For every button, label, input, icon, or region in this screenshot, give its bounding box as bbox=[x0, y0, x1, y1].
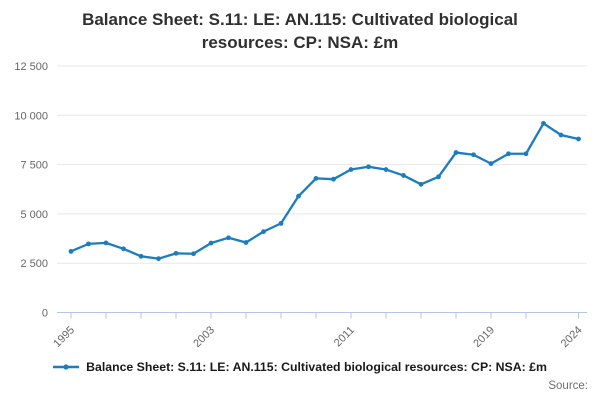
x-tick-label: 2011 bbox=[332, 324, 357, 349]
y-tick-label: 12 500 bbox=[14, 61, 48, 73]
data-point-marker[interactable] bbox=[453, 150, 459, 155]
data-point-marker[interactable] bbox=[506, 151, 511, 157]
data-point-marker[interactable] bbox=[488, 161, 494, 167]
data-point-marker[interactable] bbox=[121, 246, 126, 252]
data-point-marker[interactable] bbox=[86, 241, 91, 247]
x-tick-label: 2003 bbox=[191, 324, 217, 350]
data-point-marker[interactable] bbox=[138, 253, 144, 259]
data-point-marker[interactable] bbox=[558, 132, 564, 138]
data-point-marker[interactable] bbox=[436, 174, 441, 180]
data-point-marker[interactable] bbox=[156, 256, 161, 262]
data-point-marker[interactable] bbox=[313, 176, 319, 181]
data-point-marker[interactable] bbox=[576, 136, 581, 142]
y-tick-label: 10 000 bbox=[14, 110, 48, 122]
data-point-marker[interactable] bbox=[523, 151, 529, 157]
data-point-marker[interactable] bbox=[401, 173, 406, 178]
source-label: Source: bbox=[548, 380, 588, 392]
x-tick-label: 2019 bbox=[471, 324, 497, 350]
data-point-marker[interactable] bbox=[331, 176, 336, 182]
y-tick-label: 5 000 bbox=[20, 209, 48, 221]
data-point-marker[interactable] bbox=[296, 193, 301, 199]
chart-title: Balance Sheet: S.11: LE: AN.115: Cultiva… bbox=[82, 10, 518, 53]
y-tick-label: 2 500 bbox=[20, 258, 48, 270]
x-tick-label: 2024 bbox=[559, 324, 585, 350]
data-point-marker[interactable] bbox=[418, 181, 424, 187]
series-line bbox=[69, 122, 580, 260]
y-tick-label: 7 500 bbox=[20, 160, 48, 172]
data-point-marker[interactable] bbox=[471, 152, 476, 158]
legend-item[interactable]: Balance Sheet: S.11: LE: AN.115: Cultiva… bbox=[53, 360, 547, 374]
data-point-marker[interactable] bbox=[191, 251, 196, 257]
data-point-marker[interactable] bbox=[68, 248, 74, 254]
data-point-marker[interactable] bbox=[173, 250, 179, 256]
data-point-marker[interactable] bbox=[541, 120, 546, 126]
x-tick-label: 1995 bbox=[51, 324, 77, 350]
y-tick-label: 0 bbox=[42, 308, 48, 320]
line-chart-plot-area: 0 2 500 5 000 7 500 10 000 12 500 1995 2003 2011… bbox=[14, 61, 587, 350]
legend-label: Balance Sheet: S.11: LE: AN.115: Cultiva… bbox=[86, 360, 547, 374]
data-point-marker[interactable] bbox=[103, 240, 109, 246]
data-point-marker[interactable] bbox=[366, 164, 371, 170]
legend-line-marker-icon bbox=[53, 364, 80, 370]
legend: Balance Sheet: S.11: LE: AN.115: Cultiva… bbox=[0, 360, 600, 374]
data-point-marker[interactable] bbox=[226, 235, 231, 241]
data-point-marker[interactable] bbox=[278, 220, 284, 226]
data-point-marker[interactable] bbox=[348, 167, 354, 172]
data-point-marker[interactable] bbox=[261, 229, 266, 235]
data-point-marker[interactable] bbox=[243, 240, 249, 245]
data-point-marker[interactable] bbox=[383, 167, 389, 172]
data-point-marker[interactable] bbox=[208, 240, 214, 246]
